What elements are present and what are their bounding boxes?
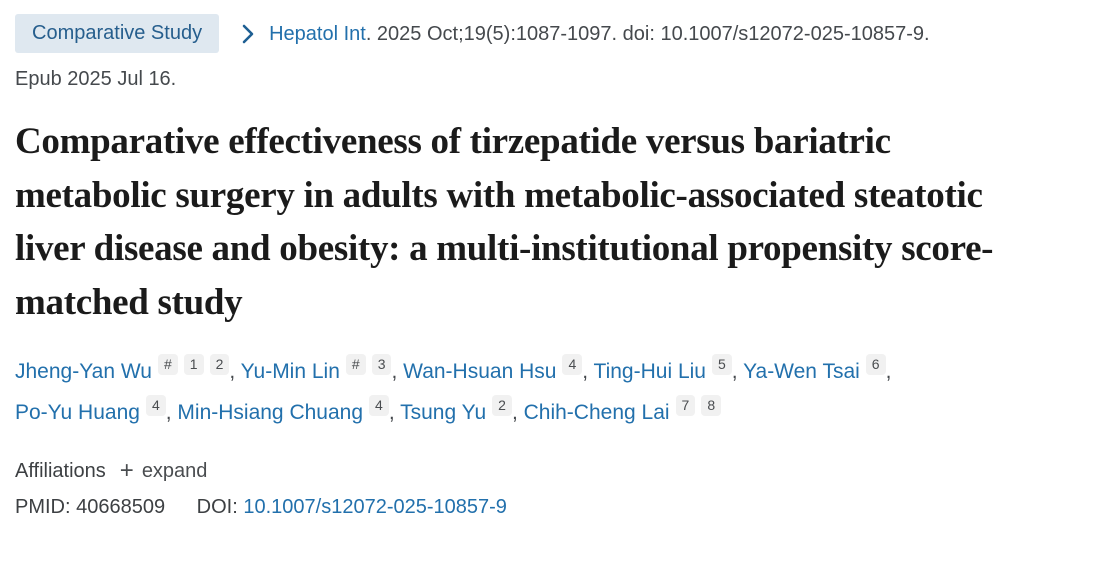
doi-link[interactable]: 10.1007/s12072-025-10857-9 bbox=[243, 496, 507, 519]
author-link[interactable]: Yu-Min Lin bbox=[240, 359, 340, 383]
author: Wan-Hsuan Hsu 4 bbox=[403, 353, 583, 383]
author-affiliation-sup[interactable]: # bbox=[157, 353, 178, 375]
identifiers-row: PMID: 40668509 DOI: 10.1007/s12072-025-1… bbox=[15, 496, 1090, 519]
author: Jheng-Yan Wu #1 2 bbox=[15, 353, 230, 383]
author-separator: , bbox=[582, 359, 594, 383]
author-affiliation-sup[interactable]: 4 bbox=[369, 394, 389, 416]
author-separator: , bbox=[391, 359, 404, 383]
plus-icon: + bbox=[119, 457, 134, 485]
author-affiliation-sup[interactable]: 7 bbox=[675, 394, 696, 416]
author-affiliation-sup[interactable]: 2 bbox=[492, 394, 512, 416]
author-link[interactable]: Chih-Cheng Lai bbox=[523, 400, 670, 424]
author-link[interactable]: Po-Yu Huang bbox=[15, 400, 140, 424]
epub-date: Epub 2025 Jul 16. bbox=[15, 68, 177, 90]
author-separator: , bbox=[229, 359, 241, 383]
author-separator: , bbox=[388, 400, 401, 424]
author-link[interactable]: Min-Hsiang Chuang bbox=[177, 400, 364, 424]
pmid-value: 40668509 bbox=[76, 496, 166, 519]
article-header-page: Comparative Study Hepatol Int. 2025 Oct;… bbox=[15, 14, 1090, 519]
author: Min-Hsiang Chuang 4 bbox=[177, 394, 389, 424]
author-affiliation-sup[interactable]: # bbox=[345, 353, 366, 375]
author-affiliation-sup[interactable]: 4 bbox=[145, 394, 166, 416]
author-link[interactable]: Tsung Yu bbox=[400, 400, 487, 424]
author-list: Jheng-Yan Wu #1 2, Yu-Min Lin #3, Wan-Hsuan… bbox=[15, 352, 1015, 434]
author: Yu-Min Lin #3 bbox=[240, 353, 392, 383]
author-affiliation-sup[interactable]: 6 bbox=[865, 353, 886, 375]
author-separator: , bbox=[165, 400, 178, 424]
author: Ya-Wen Tsai 6 bbox=[743, 353, 886, 383]
pmid-label: PMID: bbox=[15, 496, 71, 519]
author: Chih-Cheng Lai 7 8 bbox=[523, 394, 722, 424]
author-affiliation-sup[interactable]: 5 bbox=[711, 353, 732, 375]
author-affiliation-sup[interactable]: 2 bbox=[209, 353, 230, 375]
affiliations-label: Affiliations bbox=[15, 459, 106, 482]
author-link[interactable]: Jheng-Yan Wu bbox=[15, 359, 152, 383]
author-link[interactable]: Ting-Hui Liu bbox=[593, 359, 706, 383]
author-separator: , bbox=[885, 359, 892, 383]
affiliations-row: Affiliations + expand bbox=[15, 459, 1090, 483]
author-link[interactable]: Ya-Wen Tsai bbox=[743, 359, 860, 383]
publication-type-badge: Comparative Study bbox=[15, 14, 220, 53]
author-link[interactable]: Wan-Hsuan Hsu bbox=[403, 359, 557, 383]
author: Po-Yu Huang 4 bbox=[15, 394, 166, 424]
author: Tsung Yu 2 bbox=[400, 394, 512, 424]
doi-group: DOI: 10.1007/s12072-025-10857-9 bbox=[197, 496, 507, 518]
article-title: Comparative effectiveness of tirzepatide… bbox=[15, 121, 994, 323]
citation-text: . 2025 Oct;19(5):1087-1097. doi: 10.1007… bbox=[365, 22, 930, 45]
journal-link[interactable]: Hepatol Int bbox=[269, 22, 366, 45]
expand-label: expand bbox=[141, 459, 208, 482]
chevron-right-icon bbox=[241, 23, 255, 45]
author-separator: , bbox=[511, 400, 524, 424]
expand-affiliations-button[interactable]: + expand bbox=[120, 459, 208, 483]
author-affiliation-sup[interactable]: 8 bbox=[701, 394, 722, 416]
author-affiliation-sup[interactable]: 3 bbox=[371, 353, 392, 375]
citation-row: Comparative Study Hepatol Int. 2025 Oct;… bbox=[15, 14, 1090, 53]
author-separator: , bbox=[731, 359, 744, 383]
author-affiliation-sup[interactable]: 1 bbox=[183, 353, 204, 375]
author: Ting-Hui Liu 5 bbox=[593, 353, 732, 383]
doi-label: DOI: bbox=[196, 496, 238, 519]
author-affiliation-sup[interactable]: 4 bbox=[562, 353, 583, 375]
